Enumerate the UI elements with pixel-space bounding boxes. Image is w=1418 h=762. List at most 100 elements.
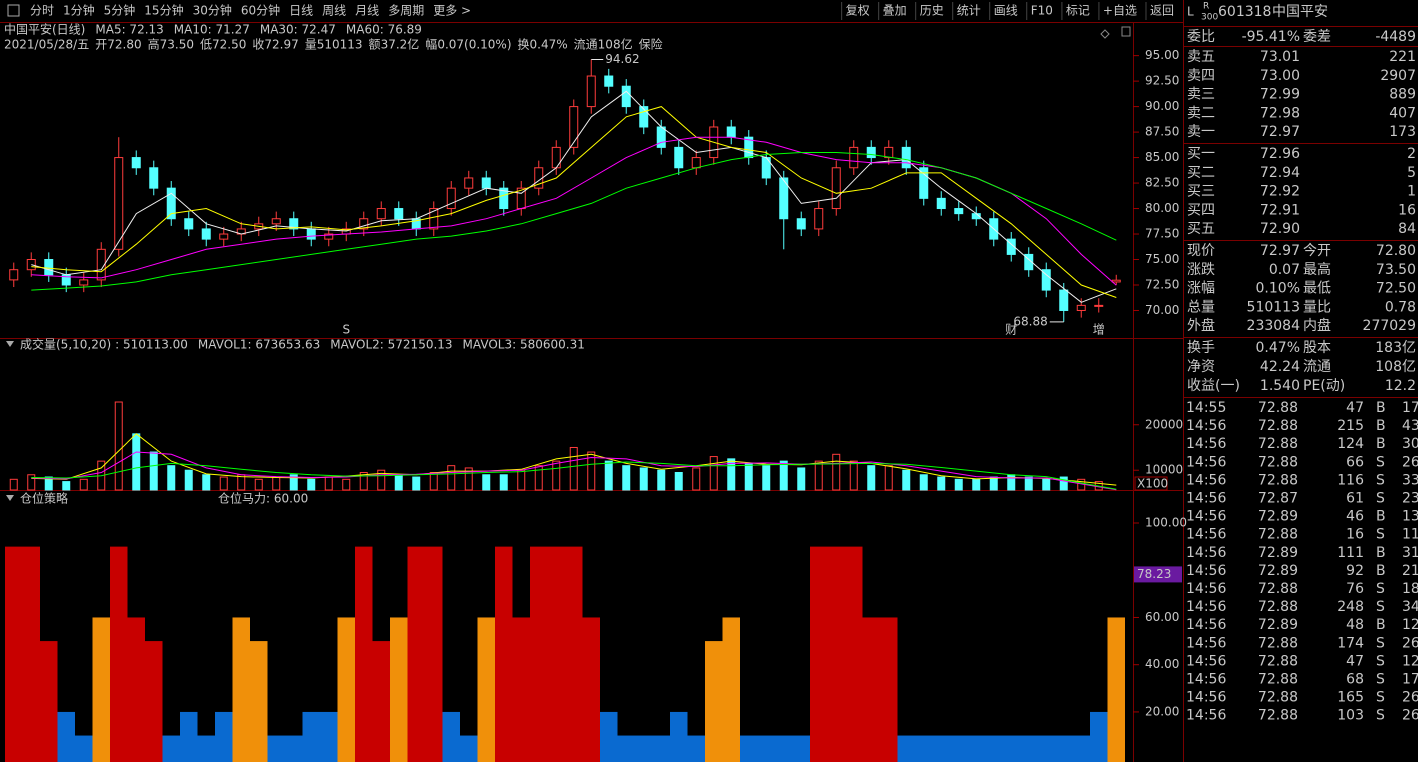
- legend-entry: MAVOL2: 572150.13: [330, 338, 452, 352]
- period-tab[interactable]: 分时: [30, 4, 54, 18]
- quote-value: 233084: [1247, 318, 1301, 334]
- y-tick-label: 72.50: [1145, 277, 1179, 291]
- tick-time: 14:56: [1186, 527, 1226, 543]
- candle-body: [481, 177, 491, 189]
- diamond-icon[interactable]: [1100, 29, 1110, 39]
- position-bar: [110, 546, 128, 762]
- quote-value: 72.97: [1260, 124, 1300, 140]
- quote-value: 73.50: [1376, 262, 1416, 278]
- position-bar: [1002, 735, 1020, 762]
- candle-body: [691, 157, 701, 169]
- candle-body: [271, 218, 281, 225]
- y-tick-label: 20000: [1145, 417, 1183, 431]
- period-tab[interactable]: 1分钟: [63, 3, 95, 18]
- tool-button[interactable]: 历史: [920, 4, 944, 18]
- signal-marker[interactable]: S: [342, 323, 350, 337]
- indicator-readout: 仓位马力: 60.00: [218, 491, 308, 506]
- quote-value: -4489: [1375, 29, 1416, 45]
- volume-bar: [342, 478, 351, 491]
- signal-marker[interactable]: 财: [1005, 323, 1017, 337]
- tool-button[interactable]: F10: [1031, 4, 1053, 18]
- period-tab[interactable]: 15分钟: [144, 3, 183, 18]
- tool-button[interactable]: 叠加: [883, 4, 907, 18]
- tick-count: 26: [1402, 690, 1418, 706]
- position-bar: [862, 617, 880, 762]
- period-tab[interactable]: 30分钟: [193, 3, 232, 18]
- volume-bar: [447, 465, 456, 491]
- volume-bar: [1024, 476, 1033, 491]
- tick-time: 14:56: [1186, 635, 1226, 651]
- collapse-icon[interactable]: [6, 495, 14, 501]
- ma-line: [31, 461, 1117, 490]
- tick-count: 21: [1402, 563, 1418, 579]
- volume-bar: [324, 476, 333, 491]
- tool-button[interactable]: +自选: [1103, 4, 1137, 18]
- quote-value: 0.78: [1385, 299, 1416, 315]
- candle-body: [26, 259, 36, 271]
- chart-title: 中国平安(日线): [4, 22, 85, 37]
- high-annotation: 94.62: [605, 52, 639, 66]
- quote-label: 买二: [1187, 165, 1215, 181]
- tick-count: 12: [1402, 617, 1418, 633]
- volume-bar: [832, 453, 841, 491]
- tick-side: S: [1376, 472, 1385, 488]
- tick-price: 72.87: [1258, 491, 1298, 507]
- y-tick-label: 20.00: [1145, 704, 1179, 718]
- position-bar: [267, 735, 285, 762]
- y-tick-label: 10000: [1145, 463, 1183, 477]
- quote-value: 12.2: [1385, 378, 1416, 394]
- period-tab[interactable]: 60分钟: [241, 3, 280, 18]
- tick-time: 14:56: [1186, 491, 1226, 507]
- tool-button[interactable]: 复权: [846, 4, 870, 18]
- quote-value: 2907: [1380, 68, 1416, 84]
- volume-bar: [657, 469, 666, 491]
- volume-bar: [394, 474, 403, 491]
- tool-button[interactable]: 画线: [994, 4, 1018, 18]
- quote-label: 最低: [1303, 281, 1331, 297]
- period-tab[interactable]: 更多 >: [433, 4, 471, 18]
- volume-bar: [149, 451, 158, 491]
- position-bar: [425, 546, 443, 762]
- candle-body: [604, 75, 614, 87]
- y-tick-label: 60.00: [1145, 610, 1179, 624]
- position-bar: [932, 735, 950, 762]
- candle-body: [656, 126, 666, 148]
- signal-marker[interactable]: 增: [1093, 323, 1105, 337]
- volume-bar: [9, 478, 18, 491]
- position-bar: [460, 735, 478, 762]
- quote-label: 净资: [1187, 359, 1215, 375]
- quote-value: 72.94: [1260, 165, 1300, 181]
- candle-body: [149, 167, 159, 189]
- period-tab[interactable]: 月线: [355, 4, 379, 18]
- tool-button[interactable]: 标记: [1066, 4, 1090, 18]
- tick-price: 72.89: [1258, 563, 1298, 579]
- position-bar: [162, 735, 180, 762]
- tick-price: 72.88: [1258, 436, 1298, 452]
- candle-body: [1024, 253, 1034, 271]
- volume-bar: [377, 469, 386, 491]
- position-bar: [915, 735, 933, 762]
- position-bar: [880, 617, 898, 762]
- legend-entry: MA10: 71.27: [174, 23, 250, 37]
- tool-button[interactable]: 统计: [957, 4, 981, 18]
- tick-price: 72.88: [1258, 672, 1298, 688]
- quote-value: 0.47%: [1256, 340, 1300, 356]
- info-value: 72.97: [264, 38, 298, 52]
- legend-entry: MA30: 72.47: [260, 23, 336, 37]
- collapse-icon[interactable]: [6, 341, 14, 347]
- volume-bar: [79, 478, 88, 491]
- period-tab[interactable]: 5分钟: [104, 3, 136, 18]
- tool-button[interactable]: 返回: [1150, 4, 1174, 18]
- tick-price: 72.88: [1258, 653, 1298, 669]
- volume-bar: [132, 433, 141, 491]
- unit-label: X100: [1137, 477, 1168, 491]
- period-tab[interactable]: 周线: [322, 4, 346, 18]
- period-tab[interactable]: 多周期: [388, 4, 424, 18]
- position-bar: [810, 546, 828, 762]
- quote-label: 今开: [1303, 243, 1331, 259]
- period-tab[interactable]: 日线: [289, 4, 313, 18]
- info-label: 低: [200, 38, 212, 52]
- expand-icon[interactable]: [1121, 26, 1131, 37]
- position-bar: [967, 735, 985, 762]
- menu-icon[interactable]: [7, 4, 20, 17]
